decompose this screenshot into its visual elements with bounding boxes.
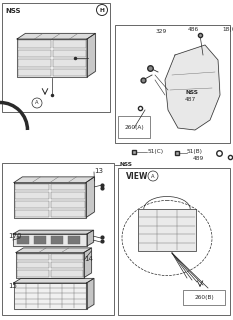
Bar [17, 262, 49, 268]
Bar [51, 201, 85, 208]
Text: 486: 486 [188, 27, 199, 32]
Text: 51(B): 51(B) [187, 149, 203, 154]
Text: 18(C): 18(C) [222, 27, 233, 32]
Bar [18, 40, 51, 47]
Text: NSS: NSS [185, 90, 198, 95]
Bar [53, 40, 86, 47]
Polygon shape [13, 234, 87, 246]
Bar [118, 168, 230, 315]
Bar [18, 68, 51, 76]
Bar [118, 116, 150, 138]
Bar [53, 50, 86, 57]
Bar [51, 270, 83, 276]
Bar [17, 270, 49, 276]
Bar [15, 183, 49, 190]
Bar [51, 183, 85, 190]
Text: A: A [151, 173, 155, 179]
Bar [115, 25, 230, 143]
Text: NSS: NSS [120, 162, 133, 167]
Bar [34, 236, 46, 244]
Bar [51, 236, 63, 244]
Text: VIEW: VIEW [126, 172, 148, 181]
Text: NSS: NSS [5, 8, 21, 14]
Polygon shape [14, 182, 86, 218]
Text: H: H [99, 7, 104, 12]
Bar [18, 59, 51, 67]
Bar [51, 210, 85, 217]
Text: 329: 329 [156, 29, 167, 34]
Bar [15, 210, 49, 217]
Bar [68, 236, 80, 244]
Bar [53, 68, 86, 76]
Bar [18, 50, 51, 57]
Polygon shape [17, 33, 95, 39]
Polygon shape [86, 278, 94, 309]
Polygon shape [13, 230, 93, 234]
Bar [51, 253, 83, 260]
Bar [15, 192, 49, 199]
Bar [51, 262, 83, 268]
Text: 51(C): 51(C) [148, 149, 164, 154]
Bar [2, 3, 110, 112]
Bar [15, 201, 49, 208]
Bar [17, 253, 49, 260]
Polygon shape [87, 230, 93, 246]
Bar [183, 290, 225, 305]
Polygon shape [16, 248, 91, 252]
Polygon shape [14, 283, 86, 309]
Polygon shape [87, 33, 95, 77]
Polygon shape [84, 248, 91, 277]
Text: 489: 489 [193, 156, 204, 161]
Text: 15: 15 [8, 283, 17, 289]
Bar [138, 209, 196, 251]
Polygon shape [16, 252, 84, 277]
Bar [17, 236, 29, 244]
Text: 487: 487 [185, 97, 196, 102]
Text: 260(B): 260(B) [194, 294, 214, 300]
Text: 260(A): 260(A) [124, 124, 144, 130]
Bar [53, 59, 86, 67]
Text: A: A [35, 100, 39, 106]
Text: 14: 14 [84, 256, 93, 262]
Polygon shape [165, 45, 220, 130]
Bar [51, 192, 85, 199]
Polygon shape [14, 278, 94, 283]
Bar [2, 163, 114, 315]
Polygon shape [14, 177, 94, 182]
Text: 170: 170 [8, 233, 21, 239]
Polygon shape [17, 39, 87, 77]
Text: 13: 13 [94, 168, 103, 174]
Polygon shape [86, 177, 94, 218]
